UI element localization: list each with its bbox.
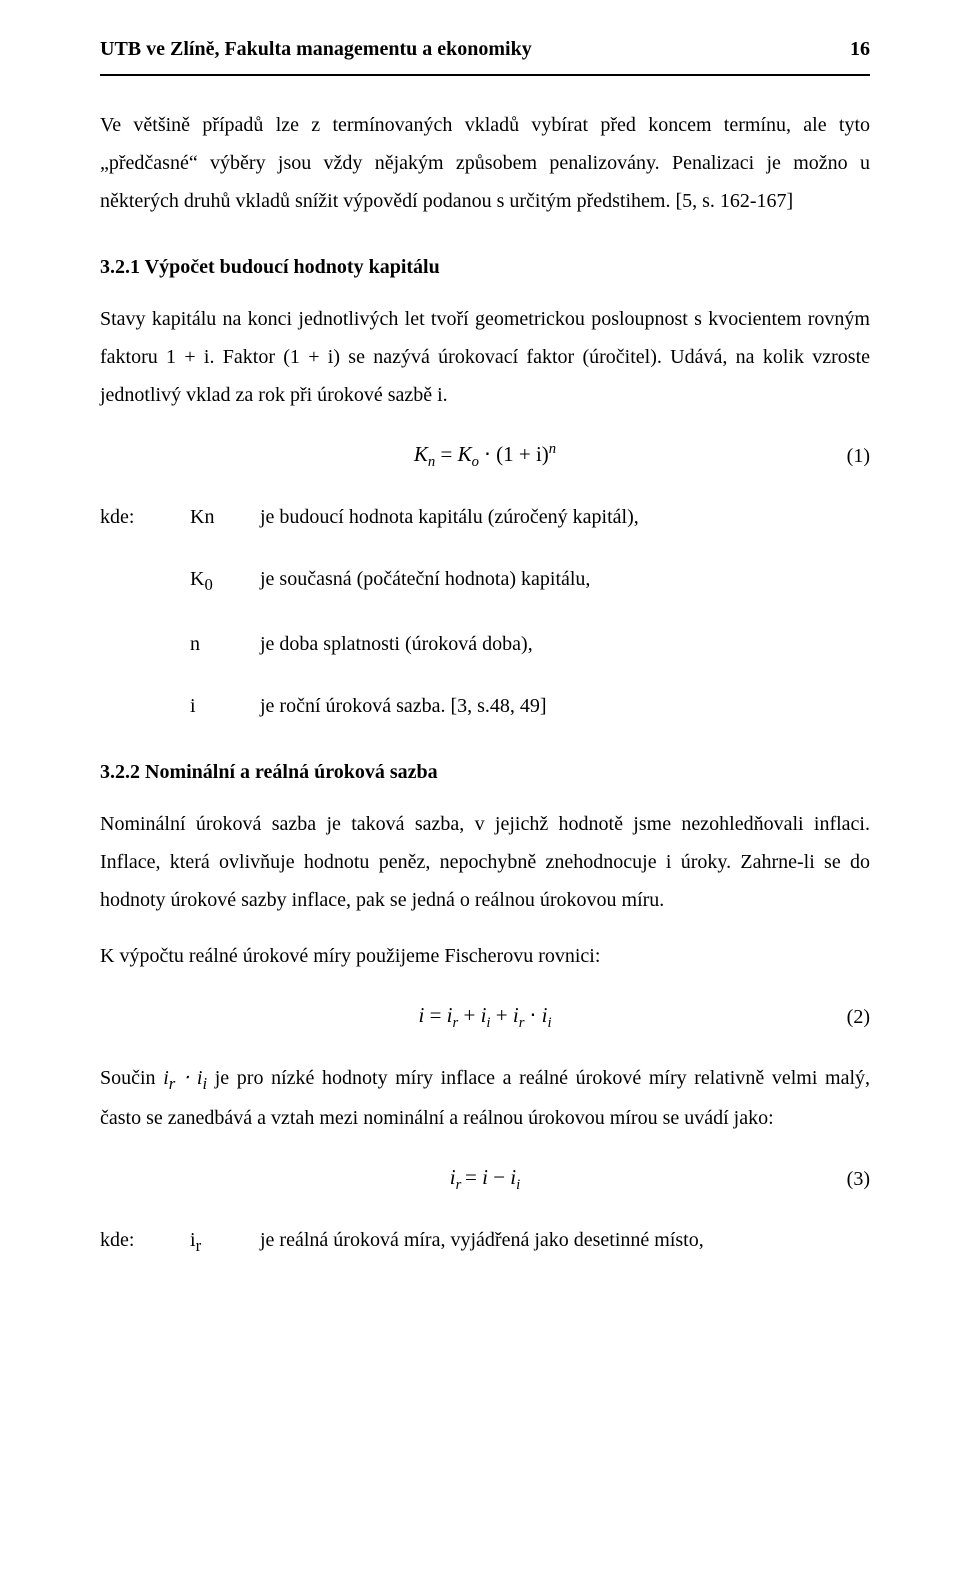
eq1-paren: (1 + i) [496, 442, 549, 466]
def-kn-row: kde: Kn je budoucí hodnota kapitálu (zúr… [100, 498, 870, 536]
def-k0-text: je současná (počáteční hodnota) kapitálu… [260, 560, 870, 601]
def-kn-sym: Kn [190, 498, 260, 536]
eq1-lhs-sub: n [428, 454, 435, 470]
section-3-2-1-heading: 3.2.1 Výpočet budoucí hodnoty kapitálu [100, 248, 870, 286]
equation-1: Kn = Ko ⋅ (1 + i)n [414, 435, 556, 477]
equation-2-row: i = ir + ii + ir ⋅ ii (2) [100, 999, 870, 1035]
eq1-rhs-sub: o [472, 454, 479, 470]
def-ir-kde: kde: [100, 1221, 190, 1262]
def-k0-sym: K0 [190, 560, 260, 601]
def-ir-row: kde: ir je reálná úroková míra, vyjádřen… [100, 1221, 870, 1262]
page-container: UTB ve Zlíně, Fakulta managementu a ekon… [0, 0, 960, 1292]
equation-1-number: (1) [847, 437, 870, 475]
def-n-sym: n [190, 625, 260, 663]
def-label-empty-2 [100, 625, 190, 663]
def-label-kde: kde: [100, 498, 190, 536]
def-ir-text: je reálná úroková míra, vyjádřená jako d… [260, 1221, 870, 1262]
eq1-lhs-sym: K [414, 442, 428, 466]
eq1-rhs-sym: K [458, 442, 472, 466]
def-k0-letter: K [190, 568, 204, 590]
soucin-term: ir ⋅ ii [163, 1067, 207, 1089]
def-label-empty-3 [100, 687, 190, 725]
def-k0-sub: 0 [204, 575, 212, 594]
header-page-number: 16 [850, 30, 870, 68]
eq1-exp: n [549, 441, 556, 457]
section-3-2-2-heading: 3.2.2 Nominální a reálná úroková sazba [100, 753, 870, 791]
def-label-empty-1 [100, 560, 190, 601]
def-i-sym: i [190, 687, 260, 725]
soucin-pre: Součin [100, 1067, 163, 1089]
equation-3: ir = i − ii [450, 1158, 520, 1200]
def-n-text: je doba splatnosti (úroková doba), [260, 625, 870, 663]
soucin-paragraph: Součin ir ⋅ ii je pro nízké hodnoty míry… [100, 1059, 870, 1138]
equation-2-number: (2) [847, 998, 870, 1036]
equation-3-row: ir = i − ii (3) [100, 1161, 870, 1197]
def-ir-sym: ir [190, 1221, 260, 1262]
equation-1-row: Kn = Ko ⋅ (1 + i)n (1) [100, 438, 870, 474]
running-header: UTB ve Zlíně, Fakulta managementu a ekon… [100, 30, 870, 76]
equation-3-number: (3) [847, 1160, 870, 1198]
section-3-2-2-body: Nominální úroková sazba je taková sazba,… [100, 805, 870, 919]
intro-paragraph: Ve většině případů lze z termínovaných v… [100, 106, 870, 220]
def-i-text: je roční úroková sazba. [3, s.48, 49] [260, 687, 870, 725]
def-k0-row: K0 je současná (počáteční hodnota) kapit… [100, 560, 870, 601]
def-i-row: i je roční úroková sazba. [3, s.48, 49] [100, 687, 870, 725]
header-institution: UTB ve Zlíně, Fakulta managementu a ekon… [100, 30, 532, 68]
soucin-post: je pro nízké hodnoty míry inflace a reál… [100, 1067, 870, 1130]
equation-2: i = ir + ii + ir ⋅ ii [418, 996, 551, 1038]
section-3-2-1-body: Stavy kapitálu na konci jednotlivých let… [100, 300, 870, 414]
def-kn-text: je budoucí hodnota kapitálu (zúročený ka… [260, 498, 870, 536]
def-ir-sub: r [196, 1236, 202, 1255]
def-n-row: n je doba splatnosti (úroková doba), [100, 625, 870, 663]
section-3-2-2-body2: K výpočtu reálné úrokové míry použijeme … [100, 937, 870, 975]
